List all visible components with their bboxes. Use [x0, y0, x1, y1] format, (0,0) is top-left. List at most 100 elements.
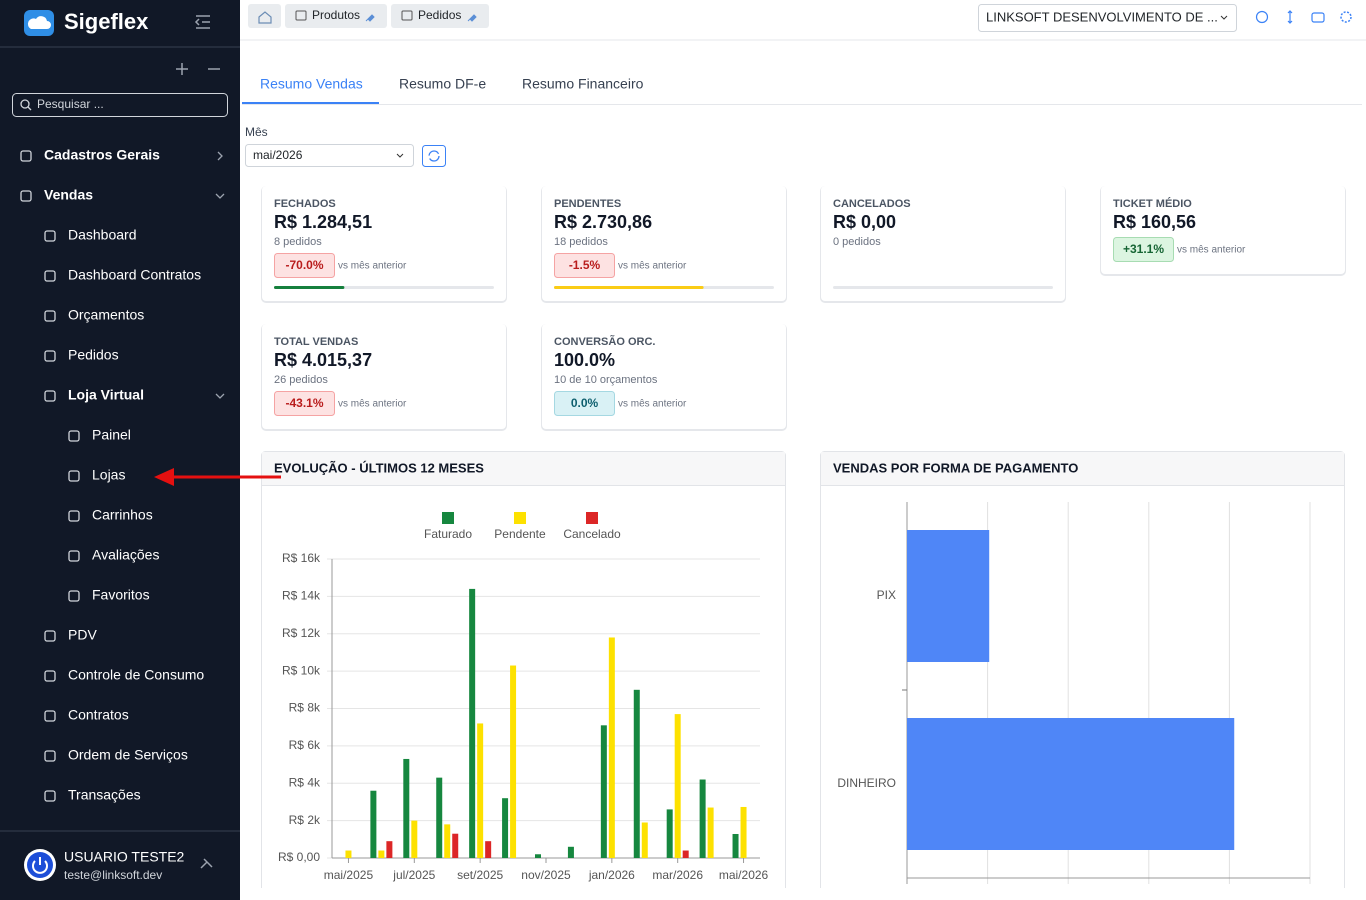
open-tabs: Produtos Pedidos: [285, 4, 489, 28]
menu-label: Lojas: [92, 467, 125, 483]
change-caption: vs mês anterior: [618, 261, 687, 272]
bar: [502, 798, 509, 858]
month-select[interactable]: [245, 144, 414, 167]
card-subtitle: 0 pedidos: [833, 236, 881, 248]
bar: [469, 588, 476, 858]
card-subtitle: 26 pedidos: [274, 374, 328, 386]
page-tab[interactable]: Resumo Financeiro: [522, 76, 644, 92]
menu-icon: [68, 470, 80, 482]
logout-icon[interactable]: [200, 858, 213, 869]
panel-header: [262, 452, 785, 485]
bar: [633, 689, 640, 858]
bar: [411, 820, 418, 858]
change-value: +31.1%: [1123, 242, 1164, 256]
help-icon[interactable]: [1255, 10, 1269, 24]
bar: [608, 637, 615, 858]
page-tab[interactable]: Resumo DF-e: [399, 76, 486, 92]
sort-icon[interactable]: [1287, 10, 1293, 24]
legend-label: Faturado: [424, 527, 472, 541]
change-caption: vs mês anterior: [1177, 245, 1246, 256]
menu-chevron: [217, 151, 223, 161]
tab-icon: [401, 10, 413, 21]
chart-panel: VENDAS POR FORMA DE PAGAMENTO PIX DINHEIRO: [820, 451, 1345, 900]
y-tick-label: R$ 4k: [289, 775, 321, 789]
y-tick-label: R$ 16k: [282, 551, 321, 565]
brand: Sigeflex: [64, 9, 149, 34]
refresh-button[interactable]: [422, 145, 446, 167]
change-caption: vs mês anterior: [338, 261, 407, 272]
card-value: R$ 160,56: [1113, 212, 1196, 232]
change-value: 0.0%: [571, 396, 599, 410]
bar: [682, 850, 689, 858]
menu-label: Transações: [68, 787, 141, 803]
bar: [740, 806, 747, 858]
month-value: mai/2026: [253, 148, 303, 162]
open-tab[interactable]: [391, 4, 489, 28]
page-tab[interactable]: Resumo Vendas: [260, 76, 363, 92]
menu-item[interactable]: [0, 618, 240, 654]
charts: EVOLUÇÃO - ÚLTIMOS 12 MESES R$ 0,00 R$ 2k R…: [240, 451, 1366, 900]
card-value: R$ 2.730,86: [554, 212, 652, 232]
chart-panel: EVOLUÇÃO - ÚLTIMOS 12 MESES R$ 0,00 R$ 2k R…: [261, 451, 786, 900]
bar: [386, 841, 393, 858]
menu-chevron: [215, 393, 225, 399]
home-tab[interactable]: [248, 4, 281, 28]
collapse-button[interactable]: [194, 15, 210, 29]
tab-label: Pedidos: [418, 8, 461, 22]
y-tick-label: R$ 12k: [282, 626, 321, 640]
menu-item[interactable]: [0, 338, 240, 374]
user-name: USUARIO TESTE2: [64, 849, 185, 865]
legend-label: Cancelado: [563, 527, 621, 541]
menu-icon: [20, 150, 32, 162]
change-badge: [554, 391, 615, 416]
card-title: CONVERSÃO ORC.: [554, 335, 655, 348]
menu: Cadastros Gerais Vendas Dashboard Dashboard…: [0, 147, 240, 803]
panel-border: [261, 451, 786, 900]
card-title: TOTAL VENDAS: [274, 336, 358, 348]
bar: [674, 714, 681, 858]
menu-icon: [44, 230, 56, 242]
bar: [641, 822, 648, 858]
bar: [732, 833, 739, 858]
x-tick-label: mar/2026: [652, 868, 703, 882]
x-tick-label: mai/2026: [719, 868, 769, 882]
y-tick-label: PIX: [877, 588, 896, 602]
search-box[interactable]: [12, 93, 228, 117]
menu-item[interactable]: [0, 178, 240, 214]
card-title: FECHADOS: [274, 198, 336, 210]
menu-icon: [68, 550, 80, 562]
card-value: R$ 0,00: [833, 212, 896, 232]
y-tick-label: R$ 8k: [289, 701, 321, 715]
menu-label: Loja Virtual: [68, 387, 144, 403]
bar: [452, 833, 459, 858]
change-caption: vs mês anterior: [618, 399, 687, 410]
home-icon: [258, 11, 272, 24]
select-caret: [1220, 15, 1228, 20]
bar: [403, 758, 410, 858]
select-caret: [396, 153, 404, 158]
open-tab[interactable]: [285, 4, 387, 28]
y-tick-label: R$ 10k: [282, 663, 321, 677]
page-tabs: Resumo Vendas Resumo DF-e Resumo Financeir…: [242, 76, 644, 104]
expand-all[interactable]: [176, 63, 188, 75]
chart-title: EVOLUÇÃO - ÚLTIMOS 12 MESES: [274, 460, 484, 475]
robot-icon[interactable]: [1311, 12, 1325, 23]
progress-bar: [554, 286, 704, 289]
legend-swatch: [514, 512, 526, 524]
search-icon: [27, 106, 32, 111]
bar: [567, 846, 574, 858]
card-subtitle: 8 pedidos: [274, 236, 322, 248]
company-select[interactable]: [978, 4, 1237, 32]
menu-icon: [44, 750, 56, 762]
bar: [444, 824, 451, 858]
user-email: teste@linksoft.dev: [64, 868, 162, 882]
card-title: CANCELADOS: [833, 198, 911, 210]
search-icon: [20, 99, 30, 109]
card-value: R$ 1.284,51: [274, 212, 372, 232]
bar: [370, 790, 377, 858]
bar: [535, 854, 541, 858]
menu-label: Favoritos: [92, 587, 150, 603]
settings-icon[interactable]: [1340, 11, 1352, 23]
bar: [436, 777, 443, 858]
annotation-arrowhead: [154, 468, 174, 486]
